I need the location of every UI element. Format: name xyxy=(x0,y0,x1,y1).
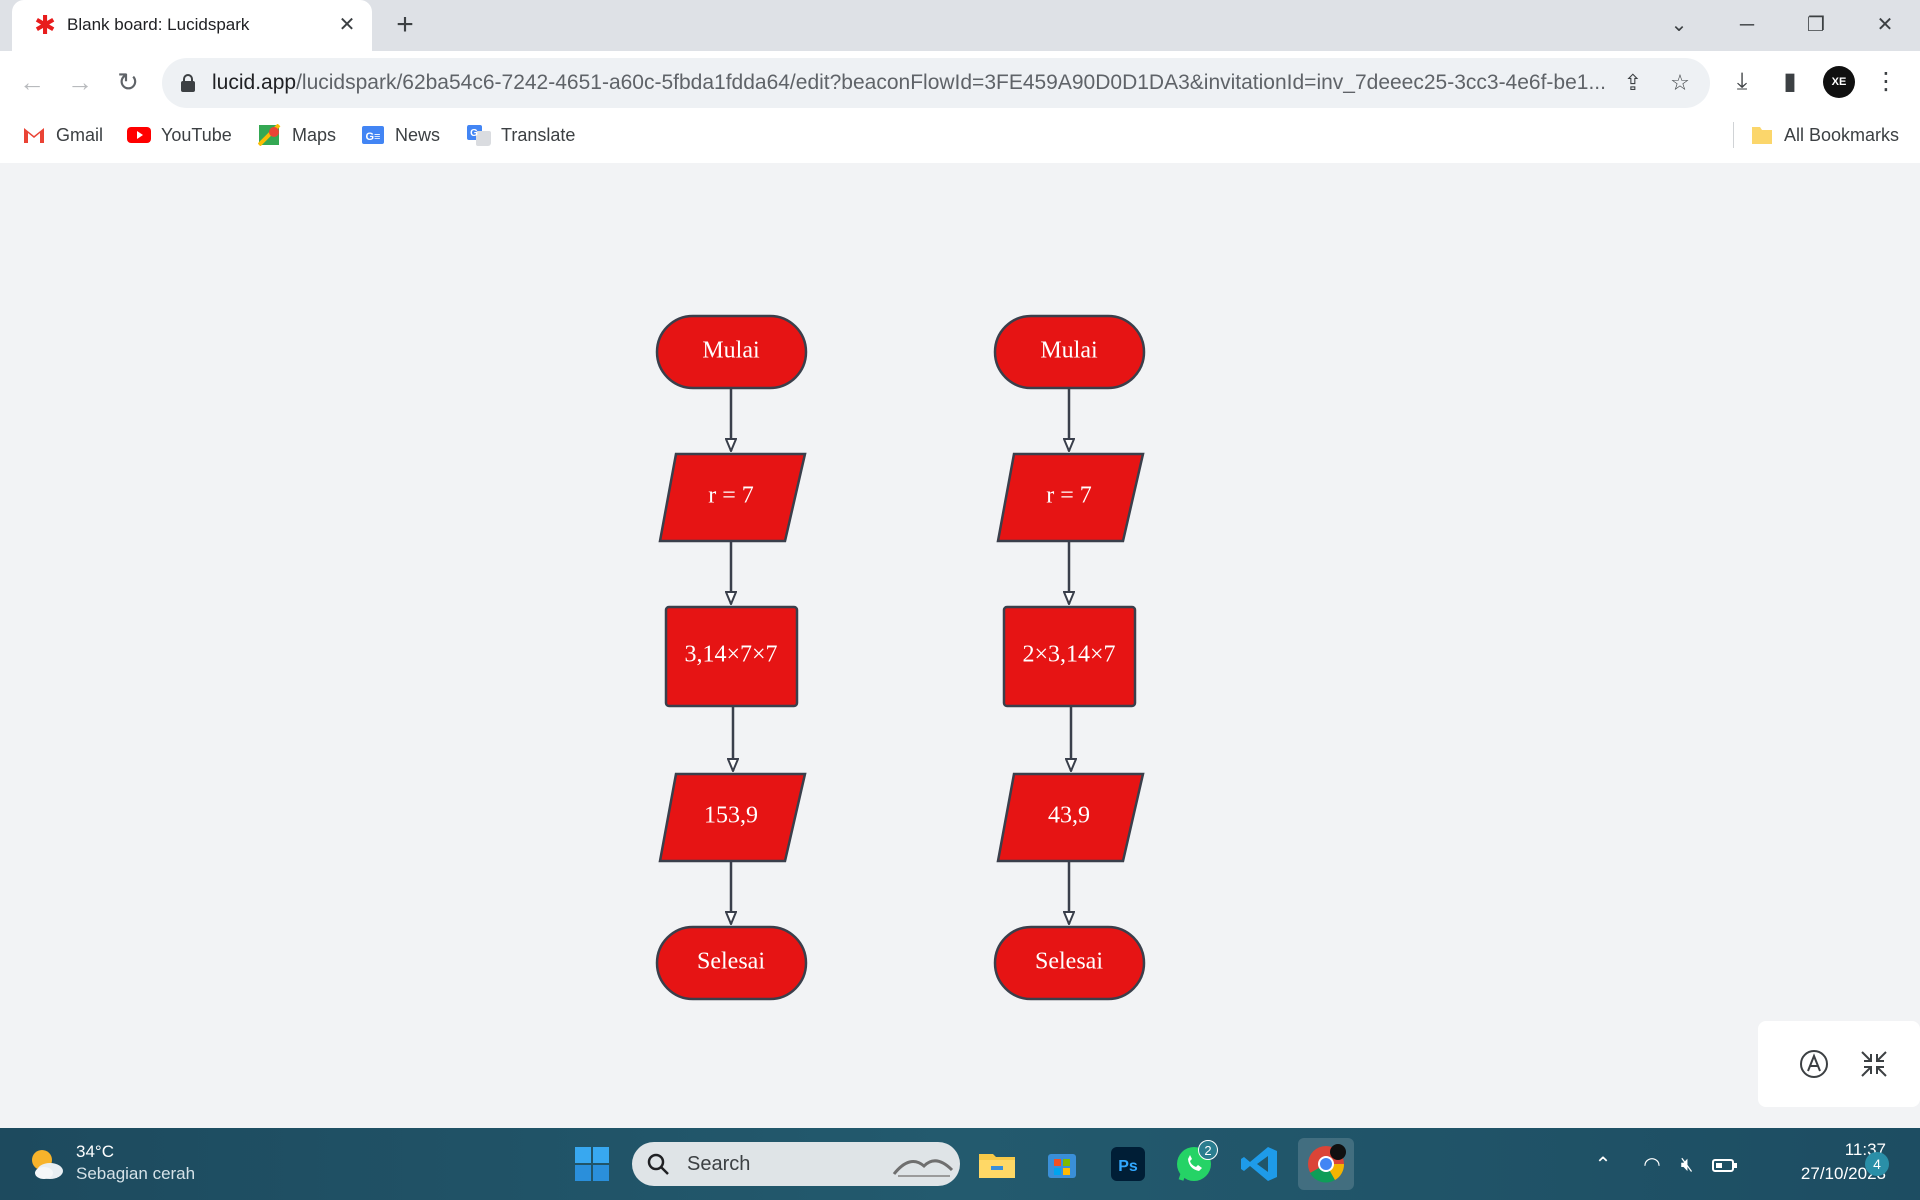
process-rectangle[interactable]: 2×3,14×7 xyxy=(1002,605,1137,708)
microsoft-store-icon[interactable] xyxy=(1040,1142,1084,1186)
terminator-end[interactable]: Selesai xyxy=(993,925,1146,1001)
gmail-icon xyxy=(24,128,44,143)
forward-button[interactable]: → xyxy=(67,67,93,97)
bookmark-label: Maps xyxy=(292,124,337,145)
youtube-icon xyxy=(127,127,151,143)
close-window-button[interactable]: ✕ xyxy=(1876,14,1894,36)
maps-icon xyxy=(258,124,281,146)
url-host: lucid.app xyxy=(212,71,297,94)
flowchart-1: Mulai r = 7 3,14×7×7 153,9 Selesai xyxy=(655,314,808,1001)
tab-title: Blank board: Lucidspark xyxy=(67,15,250,34)
node-label: Selesai xyxy=(1035,949,1103,975)
clock-date[interactable]: 27/10/2023 xyxy=(1800,1164,1886,1183)
partly-sunny-icon[interactable] xyxy=(26,1144,66,1184)
terminator-start[interactable]: Mulai xyxy=(993,314,1146,390)
notification-count-badge[interactable]: 4 xyxy=(1865,1152,1889,1176)
node-label: 2×3,14×7 xyxy=(1022,642,1115,668)
flowchart-layer: Mulai r = 7 3,14×7×7 153,9 Selesai xyxy=(655,314,1146,1001)
url-path: /lucidspark/62ba54c6-7242-4651-a60c-5fbd… xyxy=(296,71,1606,94)
folder-icon xyxy=(1752,127,1772,144)
tab-search-chevron-icon[interactable]: ⌄ xyxy=(1670,14,1688,36)
reload-button[interactable]: ↻ xyxy=(117,67,139,97)
chrome-taskbar-app[interactable] xyxy=(1298,1138,1354,1190)
show-hidden-icons-chevron-icon[interactable]: ⌃ xyxy=(1594,1154,1612,1176)
output-parallelogram[interactable]: 153,9 xyxy=(658,772,807,863)
terminator-start[interactable]: Mulai xyxy=(655,314,808,390)
process-rectangle[interactable]: 3,14×7×7 xyxy=(664,605,799,708)
file-explorer-icon[interactable] xyxy=(975,1142,1019,1186)
download-icon[interactable]: ⤓ xyxy=(1736,68,1748,95)
vscode-icon[interactable] xyxy=(1238,1142,1282,1186)
node-label: r = 7 xyxy=(708,483,754,509)
back-button[interactable]: ← xyxy=(19,67,45,97)
restore-button[interactable]: ❐ xyxy=(1807,14,1825,36)
bookmark-maps[interactable]: Maps xyxy=(258,122,336,148)
photoshop-icon[interactable]: Ps xyxy=(1106,1142,1150,1186)
whatsapp-badge: 2 xyxy=(1198,1140,1218,1160)
wifi-icon[interactable]: ◠ xyxy=(1643,1154,1661,1176)
bookmark-label: Gmail xyxy=(56,124,104,145)
bookmark-star-icon[interactable]: ☆ xyxy=(1670,70,1690,95)
new-tab-button[interactable]: + xyxy=(396,8,414,41)
input-parallelogram[interactable]: r = 7 xyxy=(658,452,807,543)
svg-text:G: G xyxy=(470,128,478,139)
search-highlight-icon xyxy=(892,1159,954,1177)
windows-taskbar: 34°C Sebagian cerah Search Ps 2 xyxy=(0,1128,1920,1200)
bookmark-news[interactable]: G≡ News xyxy=(361,122,440,148)
search-placeholder: Search xyxy=(687,1153,751,1175)
node-label: 153,9 xyxy=(704,803,758,829)
news-icon: G≡ xyxy=(362,126,384,144)
node-label: Selesai xyxy=(697,949,765,975)
flowchart-2: Mulai r = 7 2×3,14×7 43,9 Selesai xyxy=(993,314,1146,1001)
volume-muted-icon[interactable]: 🔇︎ xyxy=(1680,1154,1694,1176)
bookmark-label: YouTube xyxy=(161,124,232,145)
bookmark-translate[interactable]: G Translate xyxy=(467,122,575,148)
accessibility-icon[interactable] xyxy=(1796,1046,1832,1082)
all-bookmarks[interactable]: All Bookmarks xyxy=(1750,122,1899,148)
bookmark-label: Translate xyxy=(501,124,576,145)
svg-text:G≡: G≡ xyxy=(366,131,381,143)
node-label: r = 7 xyxy=(1046,483,1092,509)
output-parallelogram[interactable]: 43,9 xyxy=(996,772,1145,863)
side-panel-icon[interactable]: ▮ xyxy=(1783,68,1797,95)
menu-kebab-icon[interactable]: ⋮ xyxy=(1874,68,1898,95)
active-tab[interactable]: ✱ Blank board: Lucidspark ✕ xyxy=(12,0,372,51)
weather-temperature[interactable]: 34°C xyxy=(76,1142,114,1161)
windows-start-icon[interactable] xyxy=(574,1146,610,1182)
lucidspark-favicon-icon: ✱ xyxy=(34,10,56,40)
whiteboard-canvas[interactable]: Mulai r = 7 3,14×7×7 153,9 Selesai xyxy=(0,163,1920,1128)
presentation-controls xyxy=(1758,1021,1920,1107)
battery-icon[interactable] xyxy=(1709,1150,1739,1180)
tab-close-icon[interactable]: ✕ xyxy=(338,14,356,36)
terminator-end[interactable]: Selesai xyxy=(655,925,808,1001)
bookmark-label: News xyxy=(395,124,441,145)
bookmark-separator xyxy=(1733,122,1734,148)
all-bookmarks-label: All Bookmarks xyxy=(1784,124,1900,145)
input-parallelogram[interactable]: r = 7 xyxy=(996,452,1145,543)
share-icon[interactable]: ⇪ xyxy=(1623,70,1643,95)
bookmark-gmail[interactable]: Gmail xyxy=(22,122,103,148)
weather-description[interactable]: Sebagian cerah xyxy=(76,1164,196,1183)
node-label: 3,14×7×7 xyxy=(684,642,777,668)
chrome-icon xyxy=(1308,1144,1346,1183)
taskbar-search[interactable]: Search xyxy=(632,1142,960,1186)
bookmark-youtube[interactable]: YouTube xyxy=(127,122,232,148)
profile-avatar[interactable]: XE xyxy=(1823,66,1855,98)
search-icon xyxy=(647,1153,669,1175)
svg-text:Ps: Ps xyxy=(1118,1158,1138,1175)
tab-strip: ✱ Blank board: Lucidspark ✕ + ⌄ ─ ❐ ✕ xyxy=(0,0,1920,51)
address-bar[interactable]: lucid.app/lucidspark/62ba54c6-7242-4651-… xyxy=(162,58,1710,108)
lock-icon xyxy=(181,74,195,92)
node-label: Mulai xyxy=(702,338,760,364)
exit-fullscreen-icon[interactable] xyxy=(1856,1046,1892,1082)
minimize-button[interactable]: ─ xyxy=(1739,14,1755,36)
translate-icon: G xyxy=(467,125,491,146)
node-label: Mulai xyxy=(1040,338,1098,364)
node-label: 43,9 xyxy=(1048,803,1090,829)
url-text[interactable]: lucid.app/lucidspark/62ba54c6-7242-4651-… xyxy=(212,71,1606,95)
